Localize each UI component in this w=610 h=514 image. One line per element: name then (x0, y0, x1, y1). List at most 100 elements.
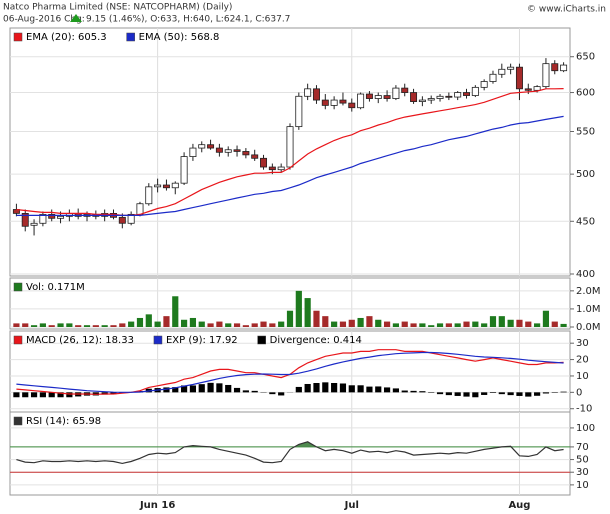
volume-bar (207, 323, 214, 327)
candle-body (374, 95, 382, 99)
divergence-bar (313, 383, 320, 393)
y-tick-label: 10 (576, 371, 589, 382)
divergence-bar (30, 392, 38, 398)
volume-bar (463, 321, 470, 327)
y-tick-label: 100 (576, 423, 595, 434)
legend-label: EXP (9): 17.92 (166, 335, 238, 346)
volume-bar (481, 323, 488, 327)
volume-bar (428, 325, 435, 327)
panel-frame (9, 411, 571, 496)
divergence-bar (489, 392, 497, 393)
candle-body (365, 93, 373, 99)
line (16, 115, 564, 216)
y-tick-label: -10 (576, 404, 592, 415)
candle-body (136, 203, 144, 215)
divergence-bar (331, 383, 338, 393)
volume-bar (560, 323, 567, 327)
candle-body (392, 87, 400, 99)
y-tick-label: 0 (576, 387, 582, 398)
candle-body (180, 156, 188, 184)
y-tick-label: 650 (576, 52, 595, 63)
volume-bar (242, 325, 249, 327)
volume-bar (101, 325, 108, 327)
candle-body (154, 184, 162, 188)
divergence-bar (348, 385, 355, 393)
candle-body (339, 99, 347, 104)
candle-body (463, 92, 470, 96)
divergence-bar (445, 392, 452, 396)
volume-bar (322, 316, 329, 327)
divergence-bar (225, 384, 232, 393)
candle-body (524, 88, 532, 91)
volume-bar (295, 290, 302, 327)
volume-bar (286, 310, 294, 327)
candle-body (198, 144, 206, 149)
volume-bar (233, 323, 241, 327)
volume-bar (92, 325, 99, 327)
x-tick-label: Aug (508, 500, 530, 511)
divergence-bar (366, 386, 373, 393)
candle-body (321, 99, 329, 106)
candle-body (268, 166, 276, 171)
divergence-bar (507, 392, 514, 396)
y-tick-label: 0.0M (576, 322, 601, 333)
volume-bar (66, 323, 73, 327)
candle-body (330, 99, 338, 106)
volume-bar (225, 323, 232, 327)
panel-frame (9, 27, 571, 277)
candle-body (542, 63, 550, 88)
divergence-bar (295, 386, 302, 393)
divergence-bar (22, 392, 29, 398)
candle-body (489, 73, 497, 82)
candle-body (21, 213, 29, 227)
divergence-bar (189, 385, 197, 393)
volume-bar (269, 323, 276, 327)
volume-bar (313, 310, 320, 327)
divergence-bar (481, 392, 488, 395)
divergence-bar (242, 390, 249, 393)
legend-swatch (153, 335, 163, 345)
y-tick-label: 30 (576, 338, 589, 349)
y-tick-label: 550 (576, 126, 595, 137)
divergence-bar (498, 392, 505, 395)
candle-body (348, 102, 356, 109)
volume-bar (30, 325, 38, 327)
volume-bar (181, 319, 188, 327)
volume-bar (516, 319, 523, 327)
divergence-bar (13, 392, 20, 398)
volume-bar (525, 321, 532, 327)
candle-body (357, 93, 365, 109)
divergence-bar (516, 392, 523, 396)
candle-body (533, 86, 541, 91)
volume-bar (119, 323, 126, 327)
candle-body (286, 126, 294, 168)
y-tick-label: 50 (576, 455, 589, 466)
volume-bar (75, 325, 82, 327)
volume-bar (419, 323, 426, 327)
divergence-bar (269, 392, 276, 395)
candle-body (224, 149, 232, 153)
divergence-bar (233, 387, 241, 393)
y-tick-label: 10 (576, 480, 589, 491)
line (16, 88, 564, 216)
candle-body (215, 147, 223, 153)
volume-bar (542, 310, 550, 327)
divergence-bar (542, 392, 550, 394)
candle-body (515, 66, 523, 90)
divergence-bar (251, 390, 258, 393)
divergence-bar (216, 383, 223, 393)
volume-bar (154, 321, 161, 327)
volume-bar (445, 323, 452, 327)
volume-bar (392, 323, 399, 327)
divergence-bar (410, 390, 417, 393)
volume-bar (331, 321, 338, 327)
candle-body (30, 222, 38, 226)
volume-bar (128, 321, 135, 327)
candle-body (233, 149, 241, 152)
volume-bar (48, 325, 55, 327)
candle-body (242, 151, 250, 156)
candle-body (251, 154, 259, 159)
legend-label: MACD (26, 12): 18.33 (26, 335, 134, 346)
volume-bar (198, 321, 205, 327)
